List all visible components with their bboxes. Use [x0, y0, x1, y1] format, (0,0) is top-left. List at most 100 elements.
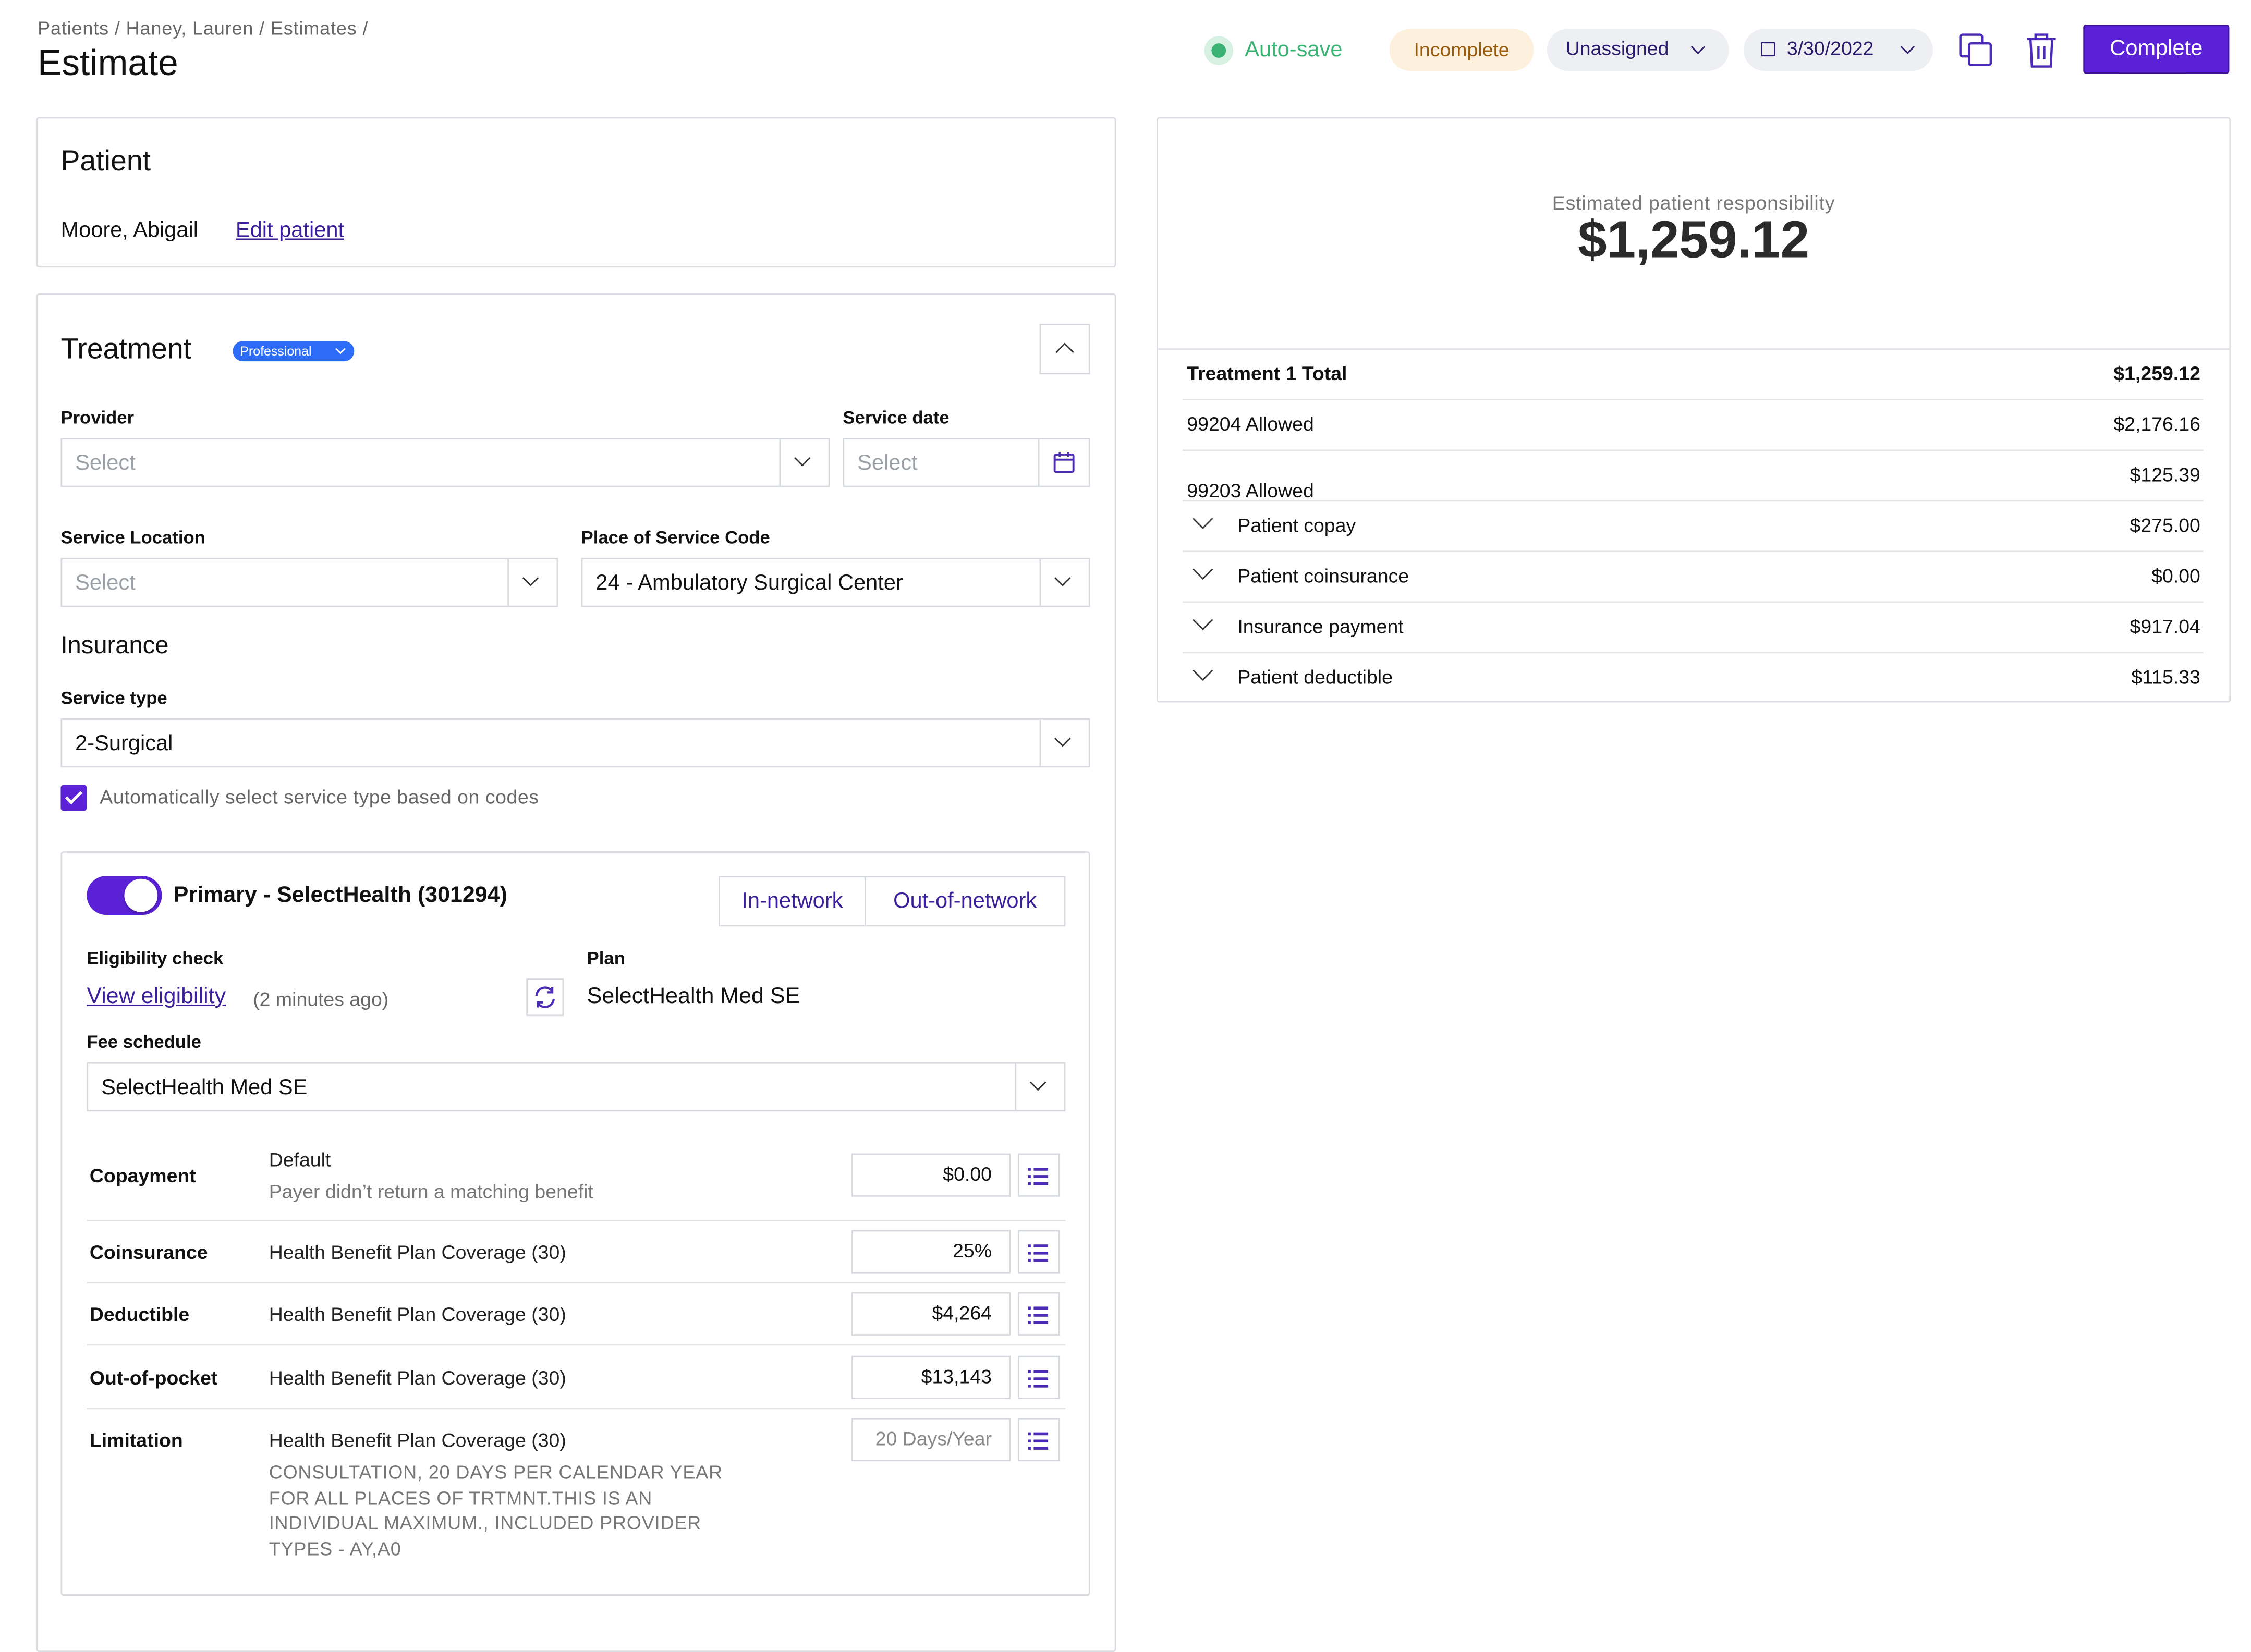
divider [1182, 652, 2204, 654]
summary-row-value: $125.39 [2130, 464, 2200, 486]
out-of-pocket-details-button[interactable] [1017, 1355, 1060, 1399]
professional-badge-label: Professional [240, 344, 312, 359]
primary-insurance-toggle[interactable] [87, 876, 162, 915]
primary-insurance-card: Primary - SelectHealth (301294) In-netwo… [60, 851, 1090, 1596]
status-badge-label: Incomplete [1414, 39, 1510, 61]
calendar-button[interactable] [1038, 439, 1089, 486]
collapse-button[interactable] [1039, 324, 1090, 375]
summary-row-value: $0.00 [2151, 565, 2200, 587]
treatment-heading: Treatment [60, 334, 192, 366]
service-type-select[interactable]: 2-Surgical [60, 718, 1090, 768]
coinsurance-details-button[interactable] [1017, 1230, 1060, 1274]
provider-select[interactable]: Select [60, 438, 830, 487]
deductible-input[interactable]: $4,264 [851, 1292, 1011, 1336]
service-location-value: Select [75, 571, 136, 596]
trash-icon [2027, 33, 2056, 68]
chevron-down-icon [1193, 660, 1213, 681]
divider [1158, 348, 2230, 350]
chevron-down-icon [1054, 730, 1071, 747]
breadcrumb-separator: / [114, 17, 120, 39]
date-dropdown[interactable]: 3/30/2022 [1743, 29, 1933, 71]
fee-schedule-dropdown-toggle[interactable] [1015, 1063, 1064, 1110]
responsibility-amount: $1,259.12 [1578, 210, 1810, 269]
pos-code-select[interactable]: 24 - Ambulatory Surgical Center [581, 558, 1090, 607]
complete-button[interactable]: Complete [2083, 25, 2230, 74]
treatment-total-label: Treatment 1 Total [1187, 362, 1347, 385]
treatment-total-value: $1,259.12 [2113, 362, 2200, 385]
copayment-details-button[interactable] [1017, 1153, 1060, 1197]
breadcrumb-separator: / [259, 17, 265, 39]
calendar-icon [1053, 452, 1075, 473]
copy-button[interactable] [1957, 32, 1995, 69]
professional-badge[interactable]: Professional [233, 341, 355, 362]
service-type-label: Service type [60, 688, 167, 708]
summary-row-label: Patient deductible [1237, 666, 1393, 688]
benefit-source: Default [269, 1149, 331, 1171]
limitation-note-line: CONSULTATION, 20 DAYS PER CALENDAR YEAR [269, 1461, 723, 1483]
limitation-note-line: FOR ALL PLACES OF TRTMNT.THIS IS AN [269, 1487, 653, 1509]
summary-row-value: $2,176.16 [2113, 413, 2200, 435]
autosave-dot-icon [1211, 43, 1226, 58]
copayment-input[interactable]: $0.00 [851, 1153, 1011, 1197]
limitation-input[interactable]: 20 Days/Year [851, 1417, 1011, 1462]
autosave-label: Auto-save [1245, 38, 1343, 63]
responsibility-label: Estimated patient responsibility [1552, 192, 1835, 214]
divider [87, 1408, 1066, 1410]
pos-code-dropdown-toggle[interactable] [1039, 559, 1088, 606]
breadcrumb-item-estimates[interactable]: Estimates [270, 17, 357, 39]
chevron-down-icon [1054, 570, 1071, 586]
service-date-label: Service date [843, 407, 950, 428]
in-network-button[interactable]: In-network [720, 877, 866, 925]
summary-row-label: 99203 Allowed [1187, 480, 1314, 502]
chevron-up-icon [1055, 342, 1074, 361]
patient-card: Patient Moore, Abigail Edit patient [36, 117, 1116, 267]
service-date-picker[interactable]: Select [843, 438, 1090, 487]
out-of-network-button[interactable]: Out-of-network [866, 877, 1064, 925]
network-toggle-group: In-network Out-of-network [718, 876, 1066, 927]
limitation-details-button[interactable] [1017, 1417, 1060, 1462]
edit-patient-link[interactable]: Edit patient [235, 218, 345, 243]
fee-schedule-select[interactable]: SelectHealth Med SE [87, 1062, 1066, 1112]
out-of-network-label: Out-of-network [893, 889, 1037, 914]
eligibility-timestamp: (2 minutes ago) [253, 988, 389, 1011]
divider [1182, 500, 2204, 502]
breadcrumb-item-patient[interactable]: Haney, Lauren [126, 17, 254, 39]
benefit-source: Health Benefit Plan Coverage (30) [269, 1367, 566, 1389]
provider-select-value: Select [75, 451, 136, 476]
delete-button[interactable] [2024, 32, 2059, 69]
refresh-eligibility-button[interactable] [526, 978, 564, 1017]
service-location-dropdown-toggle[interactable] [507, 559, 556, 606]
auto-select-label: Automatically select service type based … [100, 786, 539, 808]
service-type-dropdown-toggle[interactable] [1039, 719, 1088, 766]
autosave-indicator [1204, 36, 1234, 65]
pos-code-label: Place of Service Code [581, 527, 770, 548]
benefit-note: Payer didn’t return a matching benefit [269, 1181, 593, 1203]
view-eligibility-link[interactable]: View eligibility [87, 984, 226, 1009]
summary-row-label: Patient coinsurance [1237, 565, 1409, 587]
deductible-details-button[interactable] [1017, 1292, 1060, 1336]
service-location-select[interactable]: Select [60, 558, 558, 607]
status-badge: Incomplete [1389, 29, 1534, 71]
plan-value: SelectHealth Med SE [587, 984, 800, 1009]
divider [1182, 449, 2204, 451]
divider [1182, 550, 2204, 553]
plan-label: Plan [587, 948, 625, 969]
out-of-pocket-input[interactable]: $13,143 [851, 1355, 1011, 1399]
patient-name: Moore, Abigail [60, 218, 199, 243]
auto-select-checkbox[interactable] [60, 785, 87, 811]
page-title: Estimate [38, 43, 178, 84]
chevron-down-icon [1193, 559, 1213, 580]
benefit-label: Out-of-pocket [89, 1367, 218, 1389]
limitation-note-line: TYPES - AY,A0 [269, 1538, 401, 1560]
assignee-dropdown[interactable]: Unassigned [1547, 29, 1730, 71]
benefit-label: Coinsurance [89, 1241, 208, 1264]
chevron-down-icon [1030, 1074, 1047, 1091]
assignee-label: Unassigned [1565, 38, 1669, 59]
provider-dropdown-toggle[interactable] [779, 439, 828, 486]
coinsurance-input[interactable]: 25% [851, 1230, 1011, 1274]
benefit-source: Health Benefit Plan Coverage (30) [269, 1241, 566, 1264]
benefit-source: Health Benefit Plan Coverage (30) [269, 1303, 566, 1326]
breadcrumb-item-patients[interactable]: Patients [38, 17, 109, 39]
fee-schedule-value: SelectHealth Med SE [101, 1075, 308, 1100]
